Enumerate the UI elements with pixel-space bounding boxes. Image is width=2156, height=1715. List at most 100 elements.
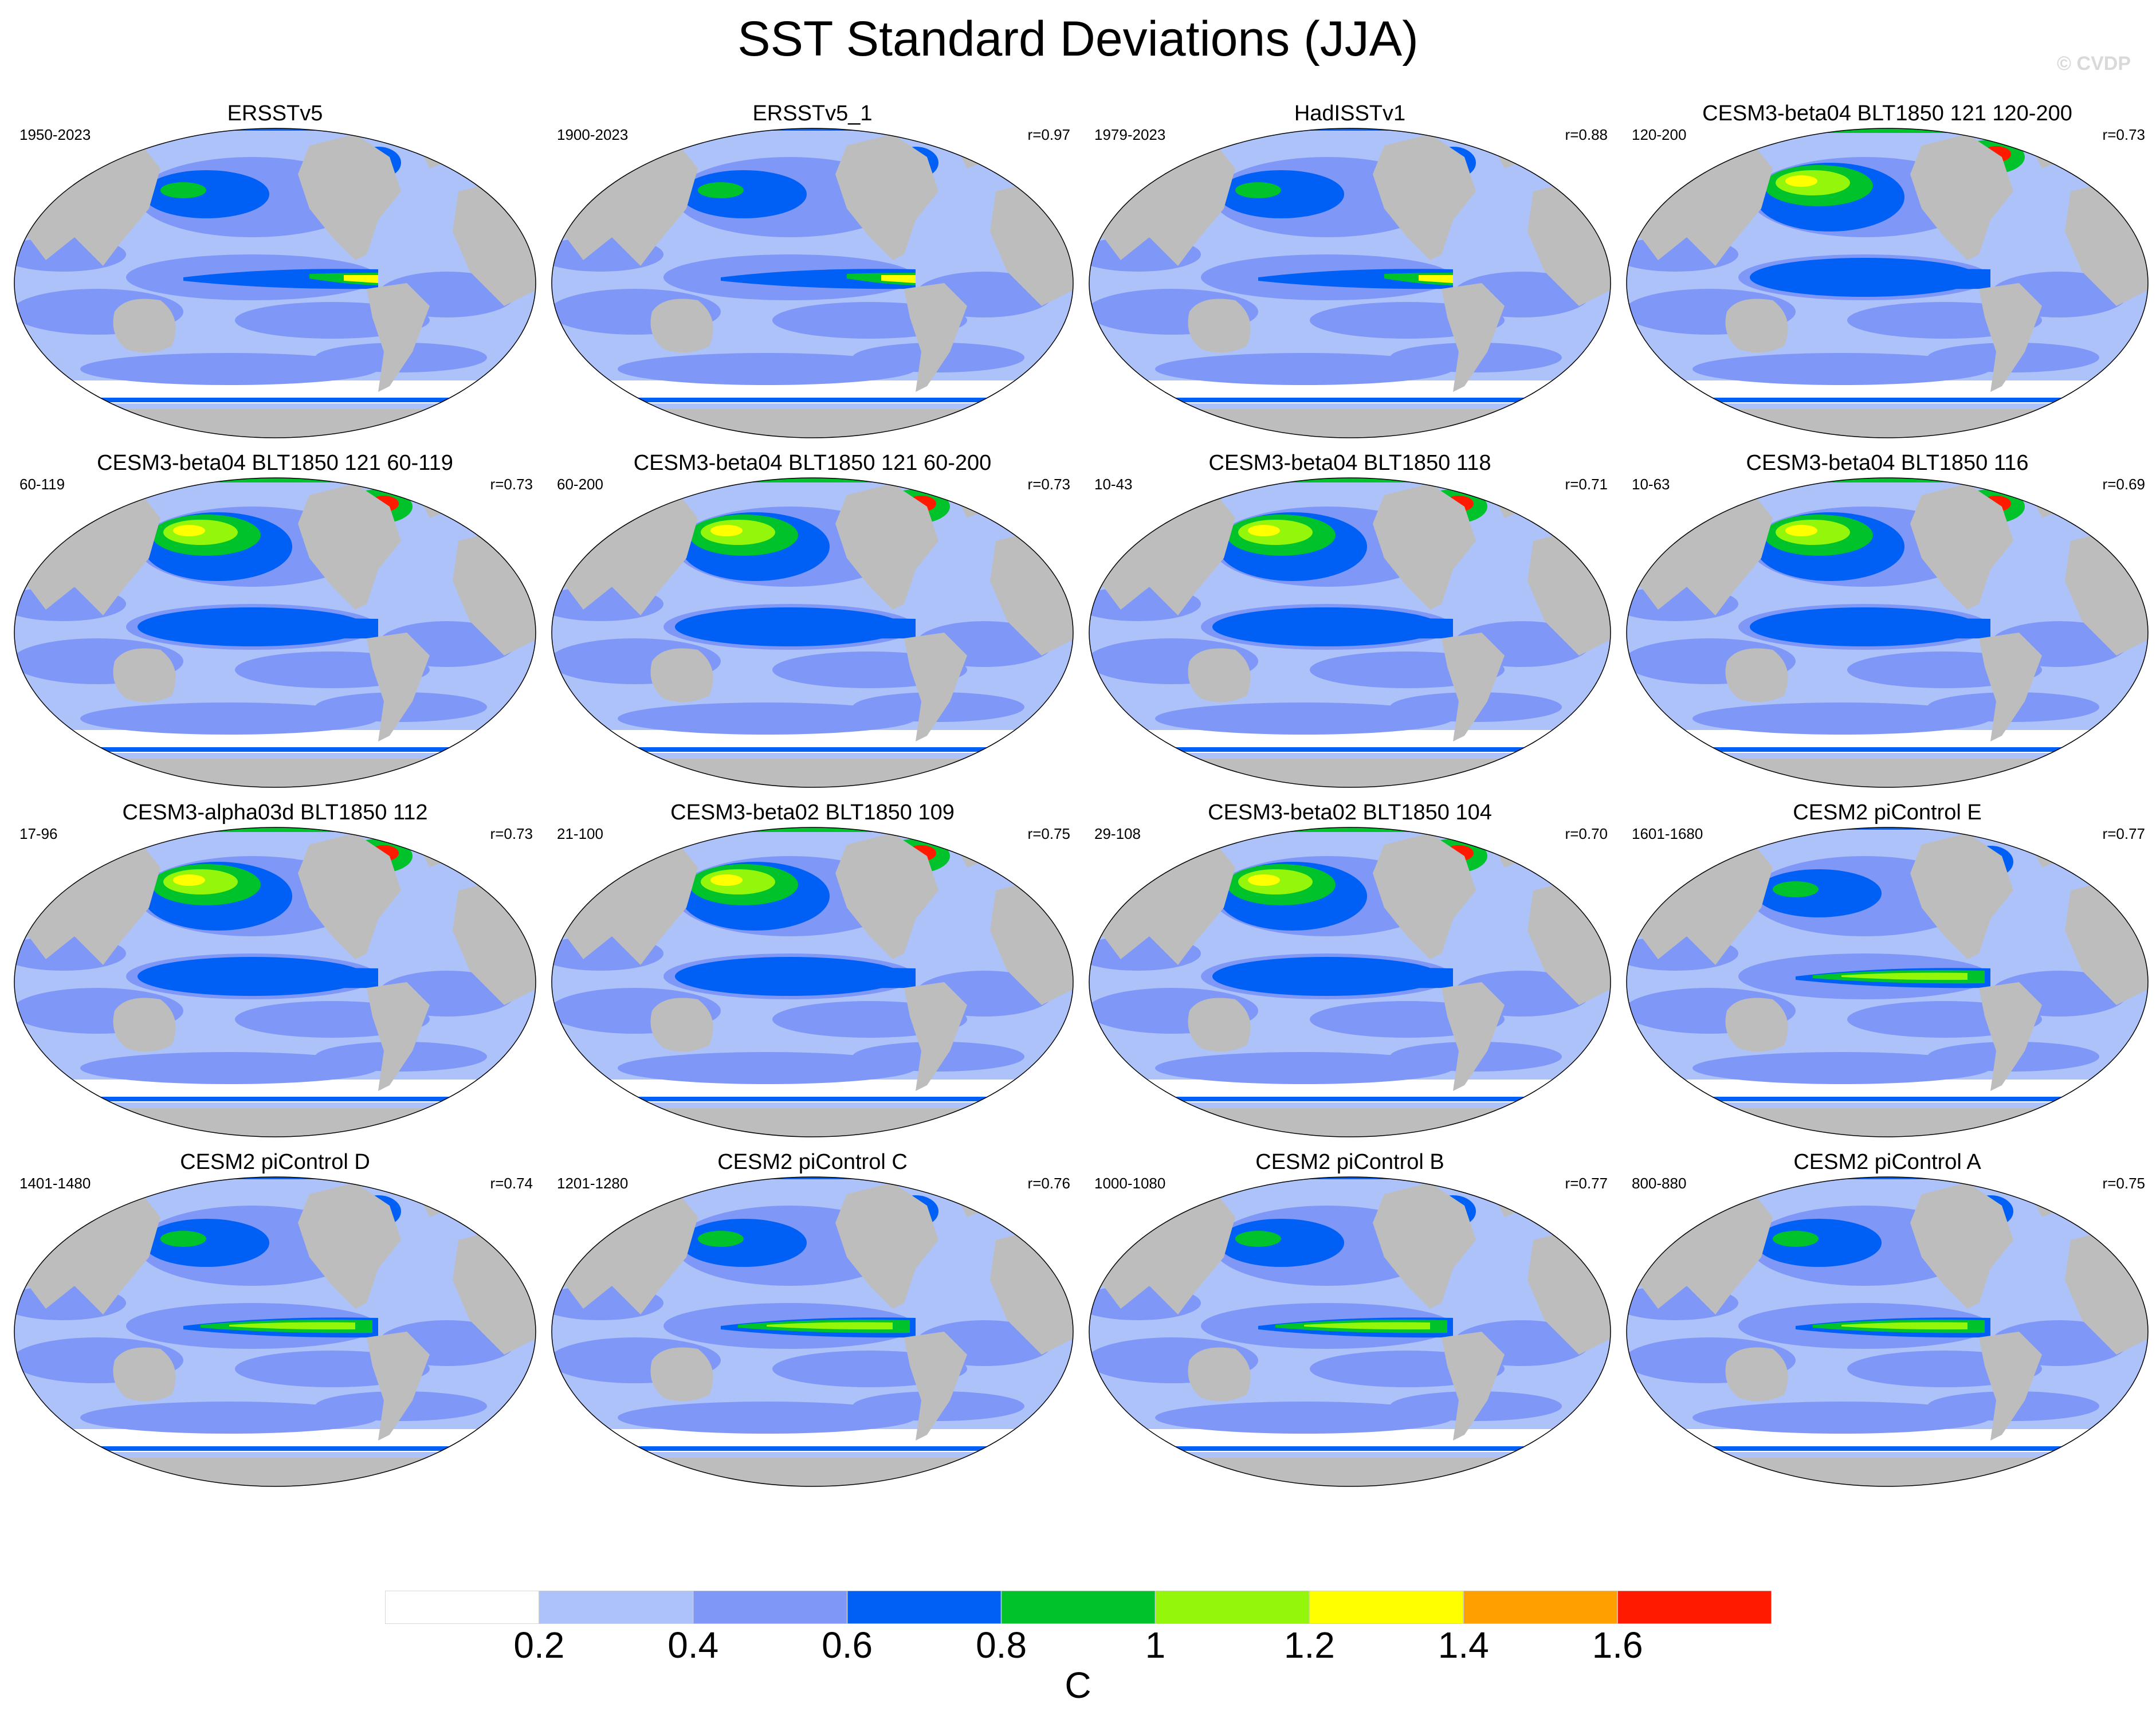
sst-stddev-map (551, 128, 1074, 438)
panel-pattern-correlation: r=0.97 (1027, 126, 1070, 143)
sst-stddev-map (1626, 1176, 2149, 1487)
colorbar-swatch (1154, 1591, 1310, 1624)
panel-period: 60-119 (19, 476, 65, 493)
panel-pattern-correlation: r=0.75 (1027, 825, 1070, 842)
panel-pattern-correlation: r=0.75 (2102, 1175, 2145, 1192)
map-panel: CESM2 piControl D 1401-1480 r=0.74 (11, 1149, 539, 1505)
panel-title: CESM2 piControl A (1793, 1150, 1981, 1174)
panel-period: 120-200 (1632, 126, 1687, 143)
colorbar-tick-label: 0.4 (667, 1624, 719, 1666)
panel-title: CESM3-beta02 BLT1850 109 (670, 800, 955, 825)
colorbar-swatch (1000, 1591, 1156, 1624)
colorbar-swatch (693, 1591, 848, 1624)
map-panel: HadISSTv1 1979-2023 r=0.88 (1086, 101, 1613, 456)
panel-pattern-correlation: r=0.73 (490, 476, 533, 493)
panel-title: CESM3-beta04 BLT1850 121 60-200 (633, 451, 992, 475)
panel-title: HadISSTv1 (1294, 101, 1406, 125)
colorbar-tick-label: 0.6 (822, 1624, 873, 1666)
sst-stddev-map (1089, 1176, 1611, 1487)
colorbar-swatch (385, 1591, 540, 1624)
panel-pattern-correlation: r=0.71 (1565, 476, 1608, 493)
panel-period: 21-100 (557, 825, 603, 842)
colorbar-swatch (846, 1591, 1002, 1624)
panel-period: 1201-1280 (557, 1175, 629, 1192)
sst-stddev-map (551, 477, 1074, 788)
panel-period: 17-96 (19, 825, 58, 842)
map-panel: CESM3-alpha03d BLT1850 112 17-96 r=0.73 (11, 800, 539, 1155)
panel-period: 60-200 (557, 476, 603, 493)
panel-pattern-correlation: r=0.77 (2102, 825, 2145, 842)
panel-period: 1401-1480 (19, 1175, 91, 1192)
panel-period: 1979-2023 (1094, 126, 1166, 143)
panel-title: CESM2 piControl C (717, 1150, 908, 1174)
map-panel: CESM3-beta02 BLT1850 104 29-108 r=0.70 (1086, 800, 1613, 1155)
map-panel: CESM3-beta02 BLT1850 109 21-100 r=0.75 (549, 800, 1076, 1155)
panel-period: 10-63 (1632, 476, 1670, 493)
map-panel: ERSSTv5_1 1900-2023 r=0.97 (549, 101, 1076, 456)
colorbar-swatch (1309, 1591, 1464, 1624)
panel-pattern-correlation: r=0.73 (1027, 476, 1070, 493)
panel-pattern-correlation: r=0.73 (2102, 126, 2145, 143)
sst-stddev-map (1626, 477, 2149, 788)
panel-period: 1900-2023 (557, 126, 629, 143)
sst-stddev-map (1089, 827, 1611, 1137)
panel-period: 10-43 (1094, 476, 1133, 493)
map-panel: CESM3-beta04 BLT1850 121 60-119 60-119 r=0… (11, 450, 539, 806)
cvdp-watermark: © CVDP (2057, 53, 2131, 74)
map-panel: CESM3-beta04 BLT1850 116 10-63 r=0.69 (1624, 450, 2151, 806)
panel-period: 1000-1080 (1094, 1175, 1166, 1192)
panel-title: CESM3-beta04 BLT1850 121 60-119 (97, 451, 453, 475)
map-panel: CESM2 piControl C 1201-1280 r=0.76 (549, 1149, 1076, 1505)
panel-title: CESM3-beta04 BLT1850 121 120-200 (1702, 101, 2072, 125)
panel-title: ERSSTv5_1 (752, 101, 873, 125)
sst-stddev-map (551, 1176, 1074, 1487)
colorbar (385, 1591, 1772, 1624)
sst-stddev-map (14, 827, 536, 1137)
panel-pattern-correlation: r=0.77 (1565, 1175, 1608, 1192)
map-panel: CESM3-beta04 BLT1850 121 60-200 60-200 r=0… (549, 450, 1076, 806)
colorbar-tick-label: 1.6 (1592, 1624, 1643, 1666)
panel-pattern-correlation: r=0.70 (1565, 825, 1608, 842)
map-panel: CESM2 piControl E 1601-1680 r=0.77 (1624, 800, 2151, 1155)
colorbar-swatch (1617, 1591, 1772, 1624)
panel-pattern-correlation: r=0.74 (490, 1175, 533, 1192)
panel-pattern-correlation: r=0.69 (2102, 476, 2145, 493)
panel-period: 29-108 (1094, 825, 1141, 842)
map-panel: CESM2 piControl A 800-880 r=0.75 (1624, 1149, 2151, 1505)
panel-pattern-correlation: r=0.88 (1565, 126, 1608, 143)
colorbar-swatch (539, 1591, 694, 1624)
sst-stddev-map (14, 128, 536, 438)
panel-period: 1950-2023 (19, 126, 91, 143)
sst-stddev-map (14, 1176, 536, 1487)
map-panel: CESM3-beta04 BLT1850 121 120-200 120-200 r… (1624, 101, 2151, 456)
map-panel: CESM2 piControl B 1000-1080 r=0.77 (1086, 1149, 1613, 1505)
sst-stddev-map (1089, 128, 1611, 438)
colorbar-tick-label: 0.2 (513, 1624, 565, 1666)
panel-period: 1601-1680 (1632, 825, 1703, 842)
panel-period: 800-880 (1632, 1175, 1687, 1192)
sst-stddev-map (551, 827, 1074, 1137)
sst-stddev-map (1626, 827, 2149, 1137)
panel-title: CESM3-alpha03d BLT1850 112 (122, 800, 428, 825)
panel-title: CESM2 piControl B (1255, 1150, 1444, 1174)
map-panel: CESM3-beta04 BLT1850 118 10-43 r=0.71 (1086, 450, 1613, 806)
panel-title: CESM3-beta02 BLT1850 104 (1208, 800, 1492, 825)
sst-stddev-map (14, 477, 536, 788)
sst-stddev-map (1626, 128, 2149, 438)
panel-title: ERSSTv5 (227, 101, 323, 125)
colorbar-swatch (1463, 1591, 1618, 1624)
colorbar-tick-label: 1.4 (1438, 1624, 1489, 1666)
panel-title: CESM3-beta04 BLT1850 118 (1208, 451, 1491, 475)
colorbar-tick-label: 0.8 (976, 1624, 1027, 1666)
panel-title: CESM2 piControl D (180, 1150, 370, 1174)
colorbar-unit: C (1065, 1665, 1091, 1706)
figure-title: SST Standard Deviations (JJA) (737, 11, 1419, 66)
sst-stddev-map (1089, 477, 1611, 788)
panel-title: CESM2 piControl E (1793, 800, 1982, 825)
map-panel: ERSSTv5 1950-2023 (11, 101, 539, 456)
colorbar-tick-label: 1 (1145, 1624, 1166, 1666)
colorbar-tick-label: 1.2 (1283, 1624, 1335, 1666)
panel-pattern-correlation: r=0.76 (1027, 1175, 1070, 1192)
panel-title: CESM3-beta04 BLT1850 116 (1746, 451, 2029, 475)
panel-pattern-correlation: r=0.73 (490, 825, 533, 842)
